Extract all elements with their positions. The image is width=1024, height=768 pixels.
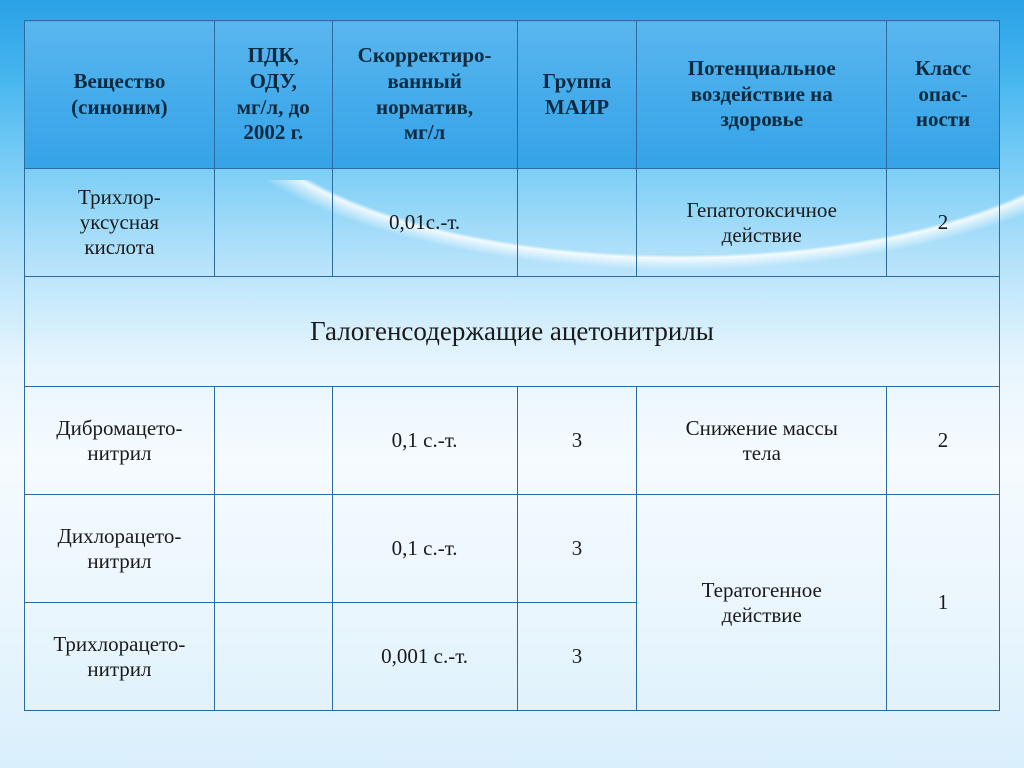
cell-effect-merged: Тератогенноедействие — [637, 495, 887, 711]
col-mair: ГруппаМАИР — [517, 21, 637, 169]
col-effect: Потенциальноевоздействие наздоровье — [637, 21, 887, 169]
col-norm: Скорректиро-ванныйнорматив,мг/л — [332, 21, 517, 169]
cell-hazard: 2 — [887, 169, 1000, 277]
section-row: Галогенсодержащие ацетонитрилы — [25, 277, 1000, 387]
cell-mair: 3 — [517, 495, 637, 603]
cell-hazard-merged: 1 — [887, 495, 1000, 711]
cell-mair: 3 — [517, 387, 637, 495]
cell-norm: 0,001 с.-т. — [332, 603, 517, 711]
cell-substance: Трихлорацето-нитрил — [25, 603, 215, 711]
cell-pdk — [214, 603, 332, 711]
table-row: Трихлор-уксуснаякислота 0,01с.-т. Гепато… — [25, 169, 1000, 277]
cell-effect: Гепатотоксичноедействие — [637, 169, 887, 277]
table-row: Дибромацето-нитрил 0,1 с.-т. 3 Снижение … — [25, 387, 1000, 495]
cell-substance: Дибромацето-нитрил — [25, 387, 215, 495]
cell-mair: 3 — [517, 603, 637, 711]
header-row: Вещество(синоним) ПДК,ОДУ,мг/л, до2002 г… — [25, 21, 1000, 169]
cell-hazard: 2 — [887, 387, 1000, 495]
col-pdk: ПДК,ОДУ,мг/л, до2002 г. — [214, 21, 332, 169]
cell-substance: Дихлорацето-нитрил — [25, 495, 215, 603]
cell-pdk — [214, 387, 332, 495]
cell-norm: 0,01с.-т. — [332, 169, 517, 277]
cell-substance: Трихлор-уксуснаякислота — [25, 169, 215, 277]
table-row: Дихлорацето-нитрил 0,1 с.-т. 3 Тератоген… — [25, 495, 1000, 603]
table-wrap: Вещество(синоним) ПДК,ОДУ,мг/л, до2002 г… — [24, 20, 1000, 711]
table-head: Вещество(синоним) ПДК,ОДУ,мг/л, до2002 г… — [25, 21, 1000, 169]
substances-table: Вещество(синоним) ПДК,ОДУ,мг/л, до2002 г… — [24, 20, 1000, 711]
section-title: Галогенсодержащие ацетонитрилы — [25, 277, 1000, 387]
cell-pdk — [214, 169, 332, 277]
cell-norm: 0,1 с.-т. — [332, 387, 517, 495]
col-hazard: Классопас-ности — [887, 21, 1000, 169]
cell-pdk — [214, 495, 332, 603]
cell-mair — [517, 169, 637, 277]
cell-norm: 0,1 с.-т. — [332, 495, 517, 603]
col-substance: Вещество(синоним) — [25, 21, 215, 169]
table-body: Трихлор-уксуснаякислота 0,01с.-т. Гепато… — [25, 169, 1000, 711]
cell-effect: Снижение массытела — [637, 387, 887, 495]
